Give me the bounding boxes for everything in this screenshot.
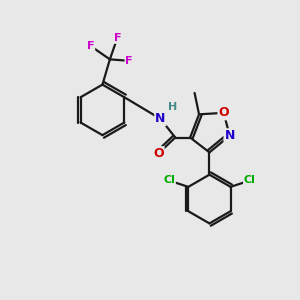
Text: Cl: Cl [163,175,175,185]
Text: O: O [153,147,164,160]
Text: F: F [87,41,94,51]
Text: Cl: Cl [244,175,256,185]
Text: H: H [168,103,178,112]
Text: N: N [224,129,235,142]
Text: O: O [218,106,229,119]
Text: F: F [125,56,133,66]
Text: F: F [114,33,121,43]
Text: N: N [155,112,166,125]
